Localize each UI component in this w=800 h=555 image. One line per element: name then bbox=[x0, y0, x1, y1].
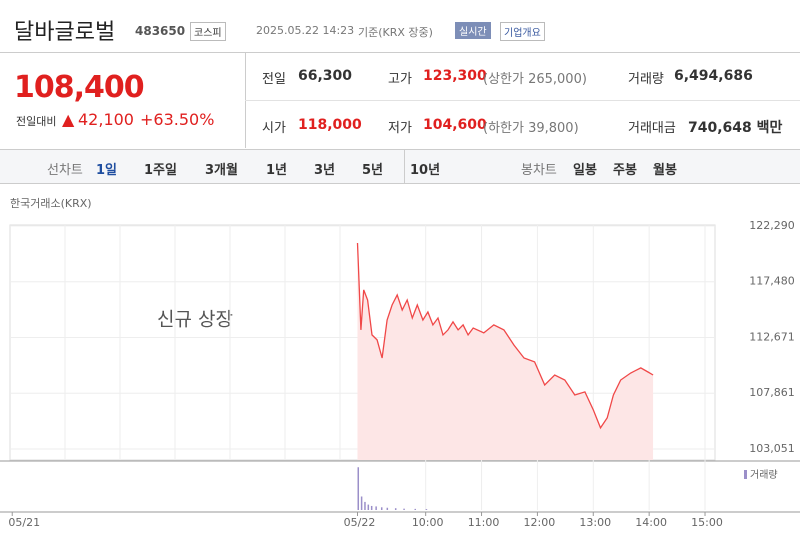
volume-legend-swatch bbox=[744, 470, 747, 479]
volume-legend: 거래량 bbox=[750, 469, 778, 481]
volume-bar bbox=[370, 505, 373, 510]
stat-note: (상한가 265,000) bbox=[483, 72, 587, 87]
market-badge: 코스피 bbox=[190, 22, 226, 41]
period-tab[interactable]: 3년 bbox=[314, 163, 336, 178]
volume-bar bbox=[357, 467, 360, 510]
y-tick-label: 122,290 bbox=[749, 219, 795, 232]
stat-value: 123,300 bbox=[423, 68, 487, 84]
tab-bar bbox=[0, 150, 800, 184]
stock-name: 달바글로벌 bbox=[14, 20, 116, 45]
stat-value: 66,300 bbox=[298, 68, 353, 84]
x-tick-label: 15:00 bbox=[691, 516, 723, 529]
stat-label: 거래량 bbox=[628, 72, 664, 87]
price-line bbox=[356, 242, 654, 430]
x-tick-label: 05/22 bbox=[344, 516, 376, 529]
volume-bar bbox=[394, 508, 397, 510]
divider bbox=[404, 150, 405, 183]
area bbox=[357, 243, 654, 460]
x-tick-label: 14:00 bbox=[635, 516, 667, 529]
annotation: 신규 상장 bbox=[157, 309, 233, 331]
realtime-badge[interactable]: 실시간 bbox=[455, 22, 491, 39]
divider bbox=[245, 100, 800, 101]
period-tab[interactable]: 3개월 bbox=[205, 163, 238, 178]
stat-value: 6,494,686 bbox=[674, 68, 753, 84]
y-tick-label: 107,861 bbox=[749, 386, 795, 399]
candle-tab[interactable]: 주봉 bbox=[613, 163, 637, 178]
candle-tab[interactable]: 일봉 bbox=[573, 163, 597, 178]
period-tab[interactable]: 1년 bbox=[266, 163, 288, 178]
y-tick-label: 117,480 bbox=[749, 275, 795, 288]
line-chart-label: 선차트 bbox=[47, 163, 83, 178]
change-label: 전일대비 bbox=[16, 115, 57, 128]
volume-bar bbox=[386, 507, 389, 510]
x-tick-label: 13:00 bbox=[579, 516, 611, 529]
stat-label: 전일 bbox=[262, 72, 286, 87]
change: 42,100 bbox=[78, 110, 134, 129]
period-tab[interactable]: 10년 bbox=[410, 163, 441, 178]
x-tick-label: 10:00 bbox=[412, 516, 444, 529]
period-tab[interactable]: 1일 bbox=[96, 163, 118, 178]
quote-box bbox=[0, 52, 800, 150]
period-tab[interactable]: 5년 bbox=[362, 163, 384, 178]
volume-bar bbox=[403, 508, 405, 510]
candle-chart-label: 봉차트 bbox=[521, 163, 557, 178]
volume-bar bbox=[360, 496, 363, 510]
stat-label: 고가 bbox=[388, 72, 412, 87]
stat-label: 거래대금 bbox=[628, 121, 676, 136]
basis: 기준(KRX 장중) bbox=[358, 26, 433, 39]
stat-value: 118,000 bbox=[298, 117, 362, 133]
stock-code: 483650 bbox=[135, 24, 186, 38]
volume-bar bbox=[375, 506, 377, 510]
volume-bar bbox=[367, 504, 370, 510]
source: 한국거래소(KRX) bbox=[10, 197, 92, 210]
price: 108,400 bbox=[14, 70, 145, 105]
y-tick-label: 112,671 bbox=[749, 330, 795, 343]
stat-value: 740,648 백만 bbox=[688, 120, 783, 136]
x-tick-label: 12:00 bbox=[524, 516, 556, 529]
volume-bar bbox=[364, 501, 366, 510]
stat-note: (하한가 39,800) bbox=[483, 121, 579, 136]
x-tick-label: 05/21 bbox=[8, 516, 40, 529]
change-arrow: ▲ bbox=[62, 110, 75, 129]
volume-bar bbox=[380, 507, 383, 510]
overview-button[interactable]: 기업개요 bbox=[500, 22, 545, 41]
period-tab[interactable]: 1주일 bbox=[144, 163, 177, 178]
stat-label: 저가 bbox=[388, 121, 412, 136]
datetime: 2025.05.22 14:23 bbox=[256, 24, 355, 37]
volume-bar bbox=[425, 509, 428, 510]
chart: 한국거래소(KRX) 신규 상장 122,290 117,480 112,671 10… bbox=[0, 197, 800, 529]
y-tick-label: 103,051 bbox=[749, 442, 795, 455]
stat-label: 시가 bbox=[262, 121, 286, 136]
candle-tab[interactable]: 월봉 bbox=[653, 163, 677, 178]
change-pct: +63.50% bbox=[140, 110, 215, 129]
x-tick-label: 11:00 bbox=[468, 516, 500, 529]
stat-value: 104,600 bbox=[423, 117, 487, 133]
volume-bar bbox=[414, 508, 416, 510]
